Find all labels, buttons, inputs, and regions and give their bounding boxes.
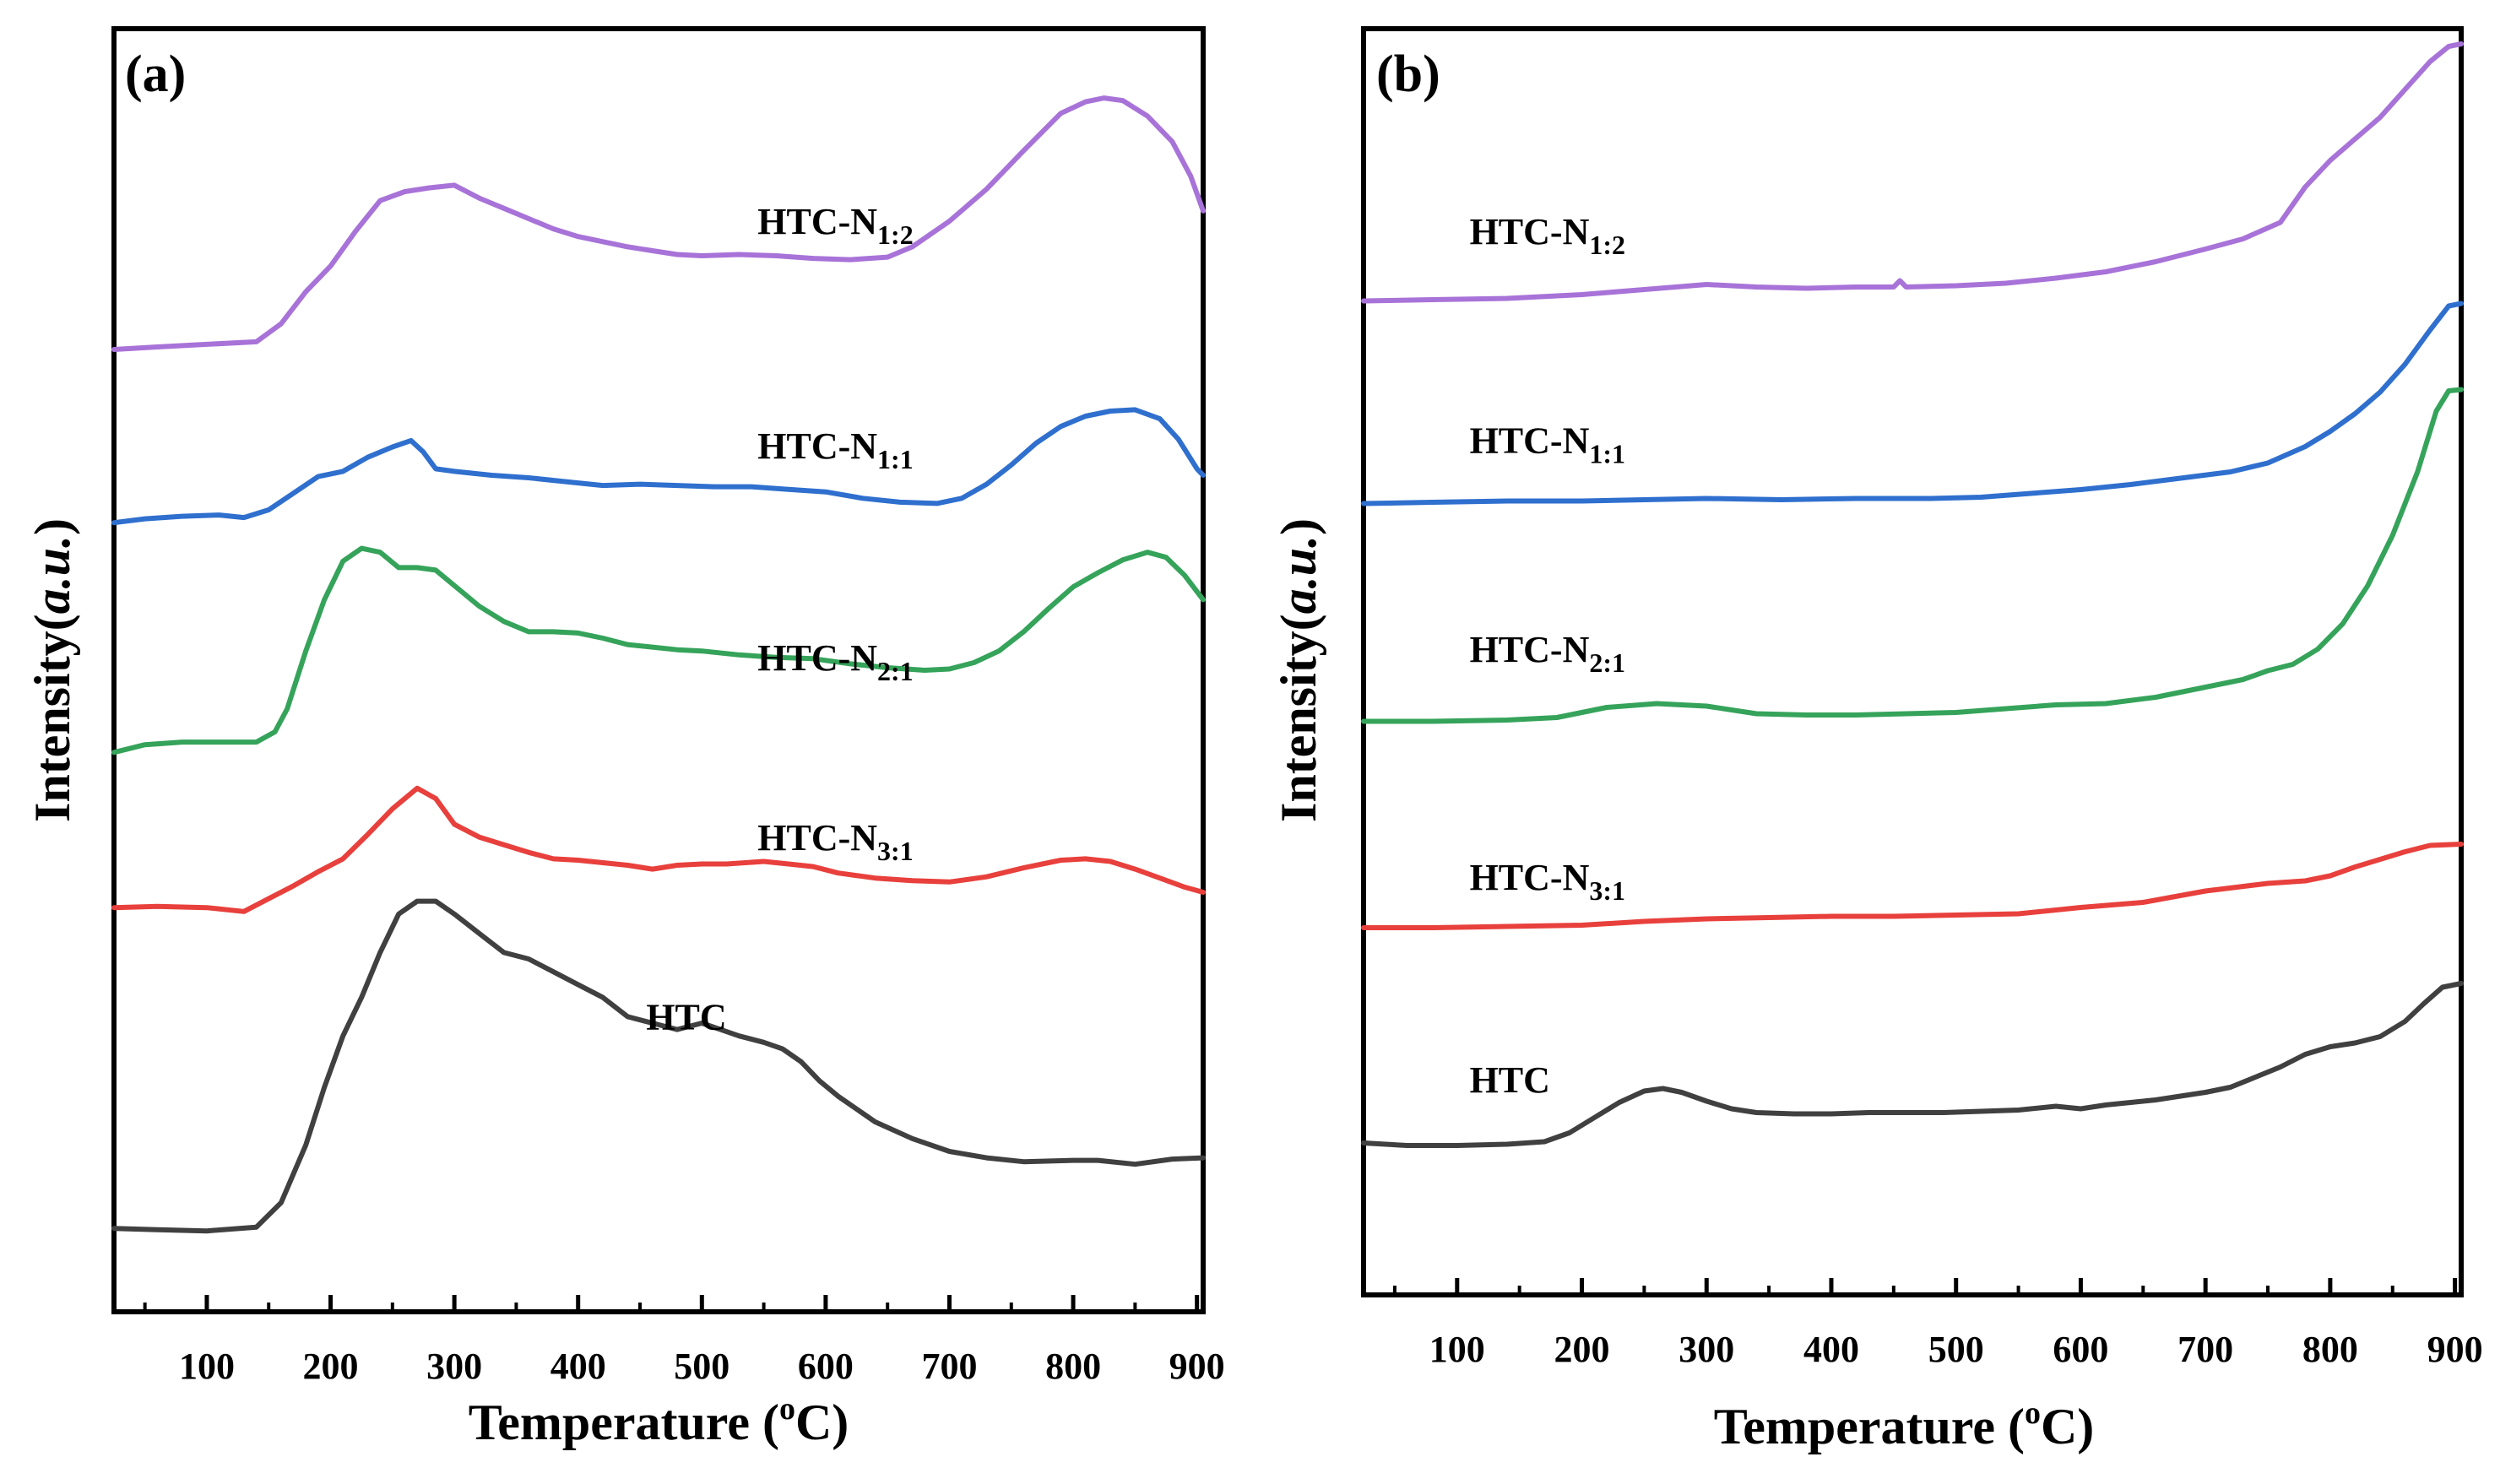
panel-a-frame	[111, 26, 1206, 1314]
series-label-b-3: HTC-N1:1	[1470, 420, 1625, 469]
x-tick-label-a-3: 400	[550, 1346, 606, 1387]
series-label-b-0: HTC	[1470, 1059, 1550, 1101]
x-axis-label-b: Temperature (oC)	[1714, 1395, 2095, 1454]
series-line-b-3	[1361, 301, 2464, 506]
x-tick-label-b-8: 900	[2427, 1329, 2483, 1370]
panel-label-b: (b)	[1376, 46, 1440, 103]
x-tick-label-b-5: 600	[2053, 1329, 2108, 1370]
series-label-b-1: HTC-N3:1	[1470, 857, 1625, 906]
panel-b: 100 200 300 400 500 600 700 800 900 HTCHTC-N3:1H…	[1271, 26, 2483, 1454]
panel-b-series-labels: HTC HTC-N3:1 HTC-N2:1 HTC-N1:1 HTC-N1:2	[1470, 211, 1625, 1101]
x-tick-label-a-0: 100	[179, 1346, 235, 1387]
panel-b-ticks	[1392, 1278, 2458, 1295]
x-tick-label-a-7: 800	[1045, 1346, 1101, 1387]
series-line-a-4	[111, 95, 1206, 352]
panel-b-tick-labels: 100 200 300 400 500 600 700 800 900	[1429, 1329, 2483, 1370]
panel-a-tick-labels: 100 200 300 400 500 600 700 800 900	[179, 1346, 1225, 1387]
y-axis-label-b: Intensity(a.u.)	[1271, 518, 1326, 822]
series-label-a-0: HTC	[646, 997, 726, 1038]
x-tick-label-a-6: 700	[921, 1346, 977, 1387]
series-label-a-4: HTC-N1:2	[757, 201, 913, 250]
panel-a-series-labels: HTC HTC-N3:1 HTC-N2:1 HTC-N1:1 HTC-N1:2	[646, 201, 913, 1037]
panel-a: 100 200 300 400 500 600 700 800 900 HTCHTC-N3:1H…	[24, 26, 1225, 1450]
x-tick-label-a-8: 900	[1169, 1346, 1225, 1387]
x-tick-label-b-4: 500	[1928, 1329, 1984, 1370]
y-axis-label-a: Intensity(a.u.)	[24, 518, 80, 822]
x-tick-label-b-0: 100	[1429, 1329, 1485, 1370]
series-line-a-2	[111, 545, 1206, 756]
series-label-a-1: HTC-N3:1	[757, 817, 913, 866]
x-tick-label-b-2: 300	[1679, 1329, 1734, 1370]
panel-a-ticks	[143, 1295, 1200, 1312]
x-axis-label-a: Temperature (oC)	[469, 1391, 849, 1450]
x-tick-label-a-5: 600	[798, 1346, 854, 1387]
x-tick-label-b-1: 200	[1554, 1329, 1610, 1370]
series-line-a-1	[111, 785, 1206, 914]
panel-a-series	[111, 95, 1206, 1234]
panel-b-frame	[1361, 26, 2464, 1297]
series-line-b-2	[1361, 387, 2464, 724]
series-line-b-0	[1361, 981, 2464, 1148]
series-label-a-2: HTC-N2:1	[757, 637, 913, 686]
series-line-b-4	[1361, 41, 2464, 304]
series-label-b-4: HTC-N1:2	[1470, 211, 1625, 260]
x-tick-label-a-1: 200	[303, 1346, 359, 1387]
series-line-a-3	[111, 407, 1206, 526]
x-tick-label-a-2: 300	[426, 1346, 482, 1387]
series-line-b-1	[1361, 842, 2464, 930]
x-tick-label-b-7: 800	[2302, 1329, 2358, 1370]
panel-label-a: (a)	[125, 46, 186, 103]
series-line-a-0	[111, 898, 1206, 1234]
panel-b-series	[1361, 41, 2464, 1148]
x-tick-label-b-6: 700	[2177, 1329, 2233, 1370]
series-label-a-3: HTC-N1:1	[757, 425, 913, 474]
x-tick-label-a-4: 500	[674, 1346, 729, 1387]
series-label-b-2: HTC-N2:1	[1470, 629, 1625, 678]
x-tick-label-b-3: 400	[1803, 1329, 1859, 1370]
